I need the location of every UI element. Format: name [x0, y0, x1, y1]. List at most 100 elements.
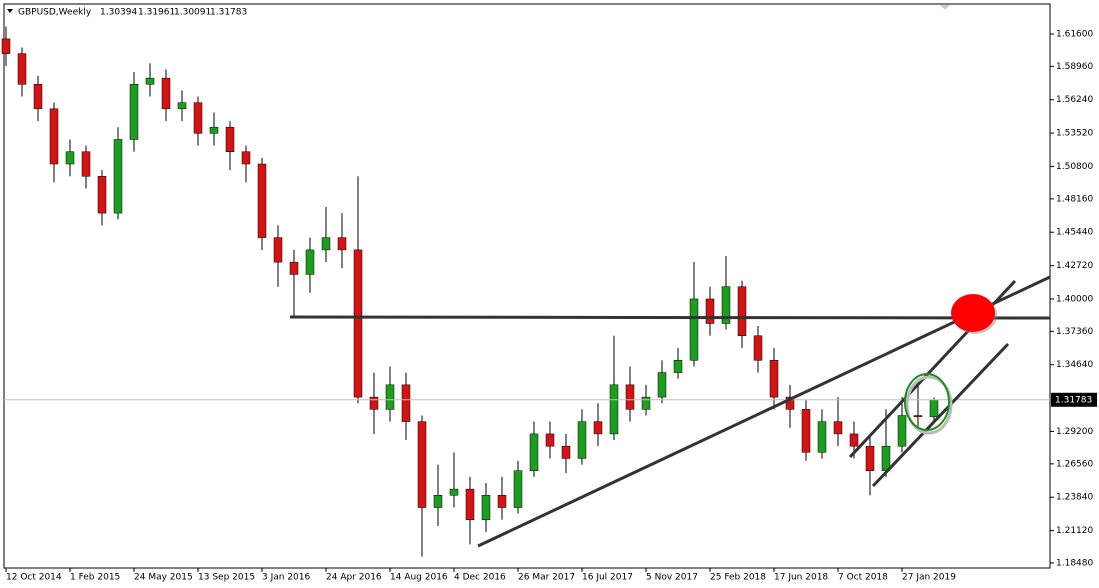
x-tick-label: 3 Jan 2016 — [262, 573, 310, 583]
candle-body — [673, 360, 683, 373]
candle-body — [801, 409, 811, 453]
candle-body — [385, 384, 395, 410]
candle-body — [337, 237, 347, 251]
x-tick-label: 26 Mar 2017 — [518, 573, 575, 583]
y-tick-label: 1.34640 — [1056, 360, 1093, 370]
x-tick-label: 1 Feb 2015 — [70, 573, 120, 583]
candle-body — [865, 445, 875, 471]
candles — [1, 26, 1050, 557]
horizontal-line — [289, 315, 1051, 320]
candle-body — [465, 488, 475, 521]
header-low: 1.30091 — [174, 8, 211, 18]
circle-shadow — [905, 375, 953, 435]
x-tick-label: 17 Jun 2018 — [774, 573, 828, 583]
candle-body — [353, 249, 363, 398]
candle-body — [369, 396, 379, 410]
candle-body — [721, 286, 731, 324]
y-tick-label: 1.48160 — [1056, 194, 1093, 204]
candle-body — [129, 84, 139, 140]
red-dot — [951, 294, 995, 332]
candle-body — [33, 84, 43, 110]
x-tick-label: 27 Jan 2019 — [902, 573, 956, 583]
y-tick-label: 1.29200 — [1056, 427, 1093, 437]
menu-arrow[interactable] — [7, 9, 13, 13]
candle-body — [625, 384, 635, 410]
candle-body — [497, 495, 507, 508]
candle-body — [289, 261, 299, 275]
candle-body — [449, 488, 459, 496]
y-tick-label: 1.21120 — [1056, 526, 1093, 536]
candle-body — [753, 335, 763, 361]
scroll-marker — [940, 5, 950, 10]
header-high: 1.31961 — [138, 8, 175, 18]
candle-body — [705, 298, 715, 324]
candle-body — [113, 139, 123, 214]
candle-body — [65, 151, 75, 165]
y-tick-label: 1.56240 — [1056, 95, 1093, 105]
candle-body — [145, 77, 155, 85]
y-tick-label: 1.53520 — [1056, 129, 1093, 139]
candle-body — [273, 237, 283, 263]
candle-body — [833, 421, 843, 435]
axes: 1.61600 1.58960 1.56240 1.53520 1.50800 1.481… — [5, 29, 1097, 583]
channel-lower — [871, 342, 1010, 488]
candle-body — [849, 433, 859, 447]
y-tick-label: 1.18480 — [1056, 558, 1093, 568]
candle-body — [209, 126, 219, 134]
candle-body — [177, 102, 187, 110]
candle-body — [161, 77, 171, 110]
candle-body — [81, 151, 91, 177]
candle-body — [657, 372, 667, 398]
candle-body — [769, 360, 779, 398]
candle-body — [241, 151, 251, 165]
y-tick-label: 1.40000 — [1056, 294, 1093, 304]
candle-body — [593, 421, 603, 435]
candle-body — [529, 433, 539, 471]
candle-body — [785, 396, 795, 410]
candle-body — [257, 163, 267, 238]
current-price-box — [1051, 392, 1097, 407]
candle-body — [401, 384, 411, 422]
plot-frame — [3, 3, 1051, 569]
x-tick-label: 24 May 2015 — [134, 573, 193, 583]
x-tick-label: 14 Aug 2016 — [390, 573, 448, 583]
candle-body — [305, 249, 315, 275]
candle-body — [929, 399, 939, 418]
candle-body — [689, 298, 699, 361]
x-tick-label: 5 Nov 2017 — [646, 573, 698, 583]
y-tick-label: 1.26560 — [1056, 459, 1093, 469]
candle-body — [17, 53, 27, 85]
candle-body — [609, 384, 619, 435]
green-circle — [904, 373, 950, 431]
symbol: GBPUSD,Weekly — [18, 8, 92, 18]
candle-body — [1, 38, 11, 54]
candle-body — [897, 415, 907, 447]
y-tick-label: 1.42720 — [1056, 261, 1093, 271]
candle-body — [577, 421, 587, 459]
header-close: 1.31783 — [210, 8, 247, 18]
y-tick-label: 1.23840 — [1056, 493, 1093, 503]
candle-body — [913, 415, 923, 418]
y-tick-label: 1.37360 — [1056, 327, 1093, 337]
y-tick-label: 1.61600 — [1056, 29, 1093, 39]
candle-body — [881, 445, 891, 471]
x-tick-label: 12 Oct 2014 — [6, 573, 62, 583]
x-tick-label: 4 Dec 2016 — [454, 573, 506, 583]
candle-body — [433, 495, 443, 508]
x-tick-label: 7 Oct 2018 — [838, 573, 888, 583]
candle-body — [481, 495, 491, 521]
y-tick-label: 1.50800 — [1056, 162, 1093, 172]
x-tick-label: 24 Apr 2016 — [326, 573, 382, 583]
x-tick-label: 25 Feb 2018 — [710, 573, 766, 583]
candle-body — [417, 421, 427, 508]
candle-body — [817, 421, 827, 453]
candle-body — [561, 445, 571, 459]
candle-body — [193, 102, 203, 134]
header-open: 1.30394 — [100, 8, 137, 18]
y-tick-label: 1.58960 — [1056, 62, 1093, 72]
current-price-label: 1.31783 — [1055, 395, 1092, 405]
candle-body — [321, 237, 331, 251]
candle-body — [225, 126, 235, 153]
